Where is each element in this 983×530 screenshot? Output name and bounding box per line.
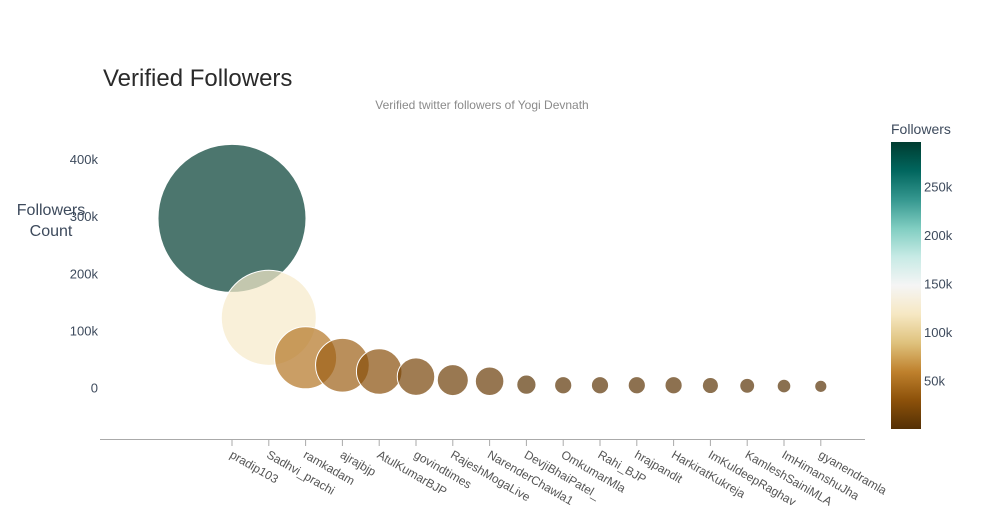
bubbles	[157, 143, 828, 397]
bubble[interactable]	[776, 378, 792, 394]
y-tick-label: 0	[91, 381, 98, 396]
bubble[interactable]	[436, 364, 469, 397]
y-tick-label: 100k	[70, 323, 99, 338]
colorbar: Followers 50k 100k 150k 200k 250k	[891, 121, 953, 429]
y-tick-label: 300k	[70, 209, 99, 224]
bubble[interactable]	[554, 376, 573, 395]
y-axis-label: Followers Count	[17, 202, 85, 240]
bubble[interactable]	[590, 376, 610, 395]
x-axis-ticks: pradip103Sadhvi_prachiramkadamajrajbjpAt…	[228, 440, 889, 509]
y-axis-label-line: Count	[30, 223, 73, 240]
colorbar-title: Followers	[891, 121, 951, 137]
colorbar-ticks: 50k 100k 150k 200k 250k	[924, 180, 953, 389]
y-axis-ticks: 0 100k 200k 300k 400k	[70, 152, 99, 396]
bubble[interactable]	[516, 374, 537, 395]
chart-subtitle: Verified twitter followers of Yogi Devna…	[375, 98, 588, 112]
bubble[interactable]	[396, 357, 436, 396]
y-tick-label: 200k	[70, 266, 99, 281]
colorbar-tick-label: 250k	[924, 180, 953, 195]
bubble[interactable]	[814, 379, 828, 393]
y-tick-label: 400k	[70, 152, 99, 167]
chart-title: Verified Followers	[103, 65, 292, 92]
bubble[interactable]	[355, 348, 403, 395]
bubble[interactable]	[157, 143, 307, 293]
colorbar-tick-label: 100k	[924, 325, 953, 340]
bubble[interactable]	[664, 376, 683, 395]
colorbar-tick-label: 50k	[924, 374, 945, 389]
y-axis-label-line: Followers	[17, 202, 85, 219]
colorbar-tick-label: 200k	[924, 228, 953, 243]
colorbar-tick-label: 150k	[924, 277, 953, 292]
bubble[interactable]	[739, 377, 756, 394]
bubble[interactable]	[474, 366, 505, 396]
bubble[interactable]	[627, 376, 646, 395]
bubble[interactable]	[701, 376, 719, 395]
colorbar-gradient	[891, 142, 921, 429]
